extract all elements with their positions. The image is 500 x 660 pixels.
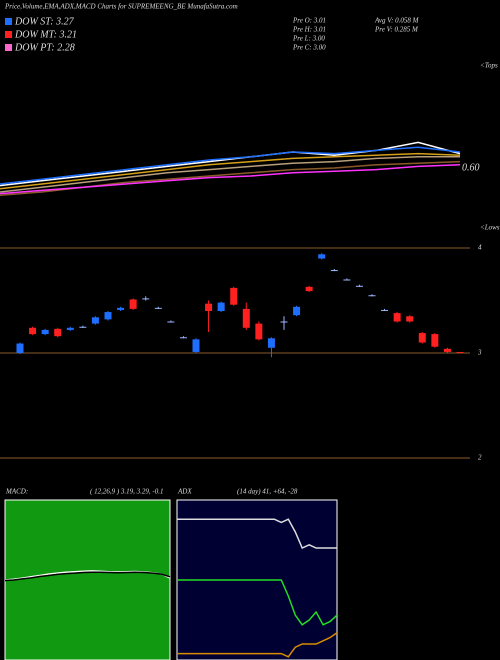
pre-label: Pre C: 3.00 xyxy=(292,44,326,52)
candle-body xyxy=(355,285,363,287)
candle-body xyxy=(456,351,464,353)
candle-body xyxy=(117,307,125,310)
candle-body xyxy=(293,306,301,316)
candle-body xyxy=(179,337,187,339)
candle-body xyxy=(205,303,213,311)
candle-body xyxy=(142,298,150,300)
candle-body xyxy=(443,348,451,352)
candle-body xyxy=(29,327,37,335)
candle-body xyxy=(66,327,74,330)
panel-title: MACD: xyxy=(5,488,28,496)
candle-body xyxy=(267,338,275,348)
candle-body xyxy=(242,308,250,328)
dow-label: DOW PT: 2.28 xyxy=(14,42,75,53)
candle-body xyxy=(91,317,99,324)
candle-body xyxy=(217,302,225,311)
candle-body xyxy=(230,287,238,305)
legend-swatch xyxy=(5,18,12,25)
y-tick-label: 2 xyxy=(478,454,482,462)
y-tick-label: 4 xyxy=(478,244,482,252)
series-line xyxy=(0,146,461,185)
candle-body xyxy=(280,321,288,323)
series-line xyxy=(177,632,338,658)
panel-params: ( 12,26,9 ) 3.19, 3.29, -0.1 xyxy=(90,488,164,496)
volume-label: Avg V: 0.058 M xyxy=(374,17,420,25)
candle-body xyxy=(154,307,162,309)
panel-title: ADX xyxy=(177,488,192,496)
candle-body xyxy=(41,329,49,335)
y-tick-label: 3 xyxy=(477,349,482,357)
lows-label: <Lows xyxy=(480,224,500,232)
candle-body xyxy=(54,328,62,337)
volume-label: Pre V: 0.285 M xyxy=(374,26,419,34)
dow-label: DOW MT: 3.21 xyxy=(14,29,77,40)
legend-swatch xyxy=(5,31,12,38)
candle-body xyxy=(255,323,263,340)
series-line xyxy=(0,156,460,193)
series-line xyxy=(0,164,461,195)
panel-background xyxy=(4,499,171,660)
candle-body xyxy=(318,254,326,259)
series-line xyxy=(0,141,461,187)
candle-body xyxy=(192,339,200,352)
candle-body xyxy=(330,270,338,272)
series-line xyxy=(177,579,338,626)
series-line xyxy=(4,571,171,582)
candle-body xyxy=(343,279,351,281)
candle-body xyxy=(305,286,313,292)
pre-label: Pre O: 3.01 xyxy=(292,17,326,25)
legend-swatch xyxy=(5,44,12,51)
pre-label: Pre L: 3.00 xyxy=(292,35,325,43)
pre-label: Pre H: 3.01 xyxy=(292,26,326,34)
candle-body xyxy=(418,333,426,343)
candle-body xyxy=(381,309,389,311)
candle-body xyxy=(406,316,414,322)
candle-body xyxy=(129,299,137,309)
candle-body xyxy=(16,343,24,353)
candle-body xyxy=(104,312,112,320)
candle-body xyxy=(167,321,175,323)
candle-body xyxy=(393,313,401,322)
panel-params: (14 day) 41, +64, -28 xyxy=(237,488,298,496)
y-tick-label: 0.60 xyxy=(462,162,480,173)
tops-label: <Tops xyxy=(480,62,498,70)
series-line xyxy=(0,152,461,190)
candle-body xyxy=(79,326,87,328)
candle-body xyxy=(368,295,376,297)
candle-body xyxy=(431,334,439,347)
dow-label: DOW ST: 3.27 xyxy=(14,16,75,27)
series-line xyxy=(177,518,337,550)
page-title: Price,Volume,EMA,ADX,MACD Charts for SUP… xyxy=(4,3,238,11)
